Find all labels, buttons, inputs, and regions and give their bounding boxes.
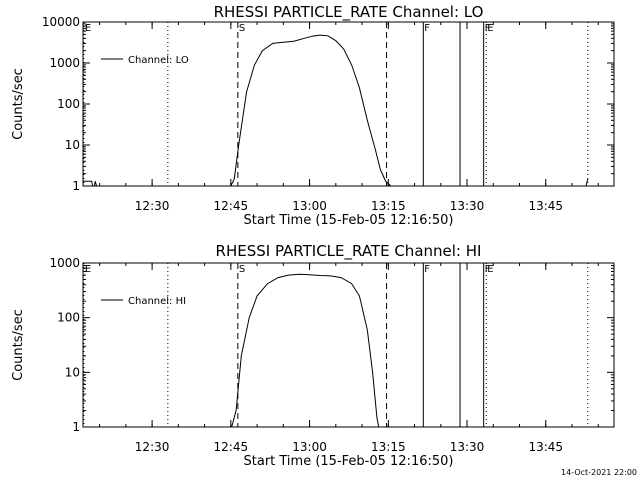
legend-label: Channel: LO (128, 55, 189, 66)
x-axis-label: Start Time (15-Feb-05 12:16:50) (244, 454, 454, 469)
series-line (231, 273, 380, 427)
event-marker: F (424, 23, 430, 34)
x-tick-label: 12:30 (135, 440, 170, 454)
event-marker: S (239, 23, 245, 34)
x-tick-label: 13:15 (371, 199, 406, 213)
x-tick-label: 13:45 (528, 199, 563, 213)
timestamp-footer: 14-Oct-2021 22:00 (561, 468, 637, 477)
series-group (83, 34, 589, 186)
event-marker: F (485, 264, 491, 275)
x-tick-label: 13:45 (528, 440, 563, 454)
chart-title: RHESSI PARTICLE_RATE Channel: LO (214, 3, 484, 22)
y-tick-label: 1000 (49, 256, 80, 270)
x-tick-label: 13:00 (292, 199, 327, 213)
event-marker: S (239, 264, 245, 275)
series-line (83, 34, 589, 186)
x-tick-label: 13:30 (450, 199, 485, 213)
event-marker: E (85, 264, 91, 275)
event-marker: F (424, 264, 430, 275)
x-axis-label: Start Time (15-Feb-05 12:16:50) (244, 213, 454, 228)
event-marker: F (485, 23, 491, 34)
plot-frame (82, 262, 615, 428)
y-tick-label: 100 (57, 97, 80, 111)
chart-panel-lo: RHESSI PARTICLE_RATE Channel: LO 1 10 100 10… (11, 3, 615, 228)
chart-title: RHESSI PARTICLE_RATE Channel: HI (216, 242, 482, 261)
y-axis-label: Counts/sec (11, 68, 26, 140)
y-tick-label: 1000 (49, 56, 80, 70)
y-tick-label: 10000 (42, 15, 80, 29)
y-tick-label: 10 (65, 138, 80, 152)
event-marker: E (487, 23, 493, 34)
legend-label: Channel: HI (128, 296, 186, 307)
x-tick-label: 12:30 (135, 199, 170, 213)
chart-panel-hi: RHESSI PARTICLE_RATE Channel: HI 1 10 100 10… (11, 242, 615, 469)
plot-frame (82, 21, 615, 187)
x-tick-label: 13:00 (292, 440, 327, 454)
x-tick-label: 12:45 (214, 199, 249, 213)
event-marker: E (85, 23, 91, 34)
x-tick-label: 12:45 (214, 440, 249, 454)
y-tick-label: 10 (65, 365, 80, 379)
x-tick-label: 13:15 (371, 440, 406, 454)
y-tick-label: 100 (57, 311, 80, 325)
event-marker: E (487, 264, 493, 275)
y-tick-label: 1 (72, 420, 80, 434)
series-group (231, 273, 380, 427)
y-axis-label: Counts/sec (11, 309, 26, 381)
y-tick-label: 1 (72, 179, 80, 193)
x-tick-label: 13:30 (450, 440, 485, 454)
